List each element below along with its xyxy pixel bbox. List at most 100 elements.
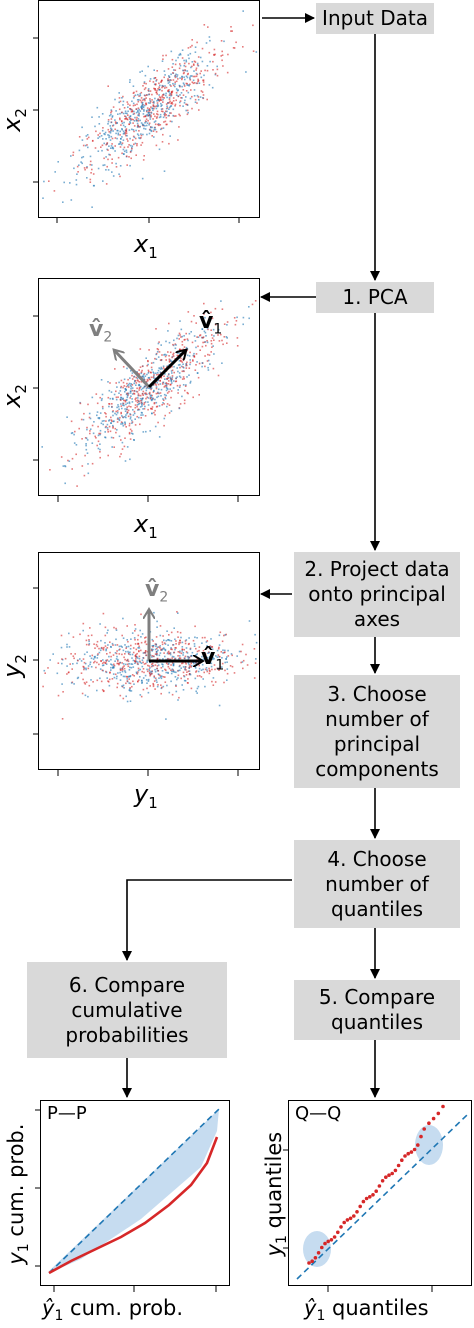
- scatter-point: [87, 463, 89, 465]
- scatter-point: [111, 411, 114, 413]
- scatter-point: [161, 643, 164, 646]
- scatter-point: [143, 651, 146, 654]
- scatter-point: [195, 322, 197, 324]
- scatter-point: [157, 670, 160, 672]
- scatter-point: [115, 652, 118, 655]
- scatter-point: [157, 421, 159, 424]
- scatter-point: [199, 72, 201, 75]
- scatter-point: [97, 447, 100, 450]
- scatter-point: [99, 433, 101, 436]
- scatter-point: [195, 647, 197, 650]
- scatter-point: [132, 680, 134, 683]
- scatter-point: [133, 136, 136, 139]
- scatter-point: [177, 392, 179, 394]
- scatter-point: [139, 348, 142, 350]
- scatter-point: [136, 116, 138, 119]
- scatter-point: [110, 658, 112, 661]
- scatter-point: [123, 667, 126, 670]
- scatter-point: [173, 380, 175, 382]
- scatter-point: [148, 671, 151, 674]
- scatter-point: [114, 660, 116, 662]
- scatter-point: [166, 375, 169, 378]
- scatter-point: [160, 395, 162, 397]
- scatter-point: [191, 107, 193, 110]
- scatter-point: [112, 424, 114, 427]
- scatter-point: [175, 92, 178, 94]
- scatter-point: [110, 655, 112, 658]
- scatter-point: [150, 376, 153, 379]
- scatter-point: [158, 148, 161, 151]
- scatter-point: [137, 394, 139, 397]
- box-compare-cumulative-probabilities: 6. Compare cumulative probabilities: [27, 962, 227, 1058]
- scatter-point: [187, 111, 189, 114]
- scatter-point: [169, 376, 171, 379]
- scatter-point: [123, 107, 126, 109]
- scatter-point: [89, 661, 92, 663]
- qq-point: [342, 1220, 346, 1225]
- scatter-point: [192, 360, 194, 362]
- scatter-point: [189, 673, 192, 676]
- scatter-point: [127, 658, 129, 661]
- scatter-point: [121, 685, 123, 687]
- scatter-point: [99, 443, 101, 445]
- scatter-point: [129, 79, 131, 81]
- scatter-point: [60, 456, 63, 458]
- scatter-point: [119, 661, 121, 664]
- qq-point: [384, 1175, 388, 1179]
- scatter-point: [130, 663, 132, 665]
- scatter-point: [82, 629, 84, 632]
- scatter-point: [164, 355, 167, 358]
- scatter-point: [116, 411, 119, 414]
- scatter-point: [196, 64, 199, 66]
- scatter-point: [170, 396, 172, 399]
- scatter-point: [130, 666, 133, 669]
- scatter-point: [184, 668, 186, 671]
- scatter-point: [122, 386, 124, 389]
- scatter-point: [165, 354, 168, 356]
- scatter-point: [177, 389, 179, 391]
- scatter-point: [125, 129, 127, 132]
- scatter-point: [161, 641, 164, 643]
- scatter-point: [211, 334, 213, 336]
- scatter-point: [129, 458, 131, 461]
- scatter-point: [97, 653, 99, 655]
- scatter-point: [134, 406, 137, 409]
- scatter-point: [185, 367, 188, 369]
- scatter-point: [189, 664, 191, 667]
- scatter-point: [180, 360, 182, 362]
- scatter-point: [69, 663, 71, 665]
- scatter-point: [150, 106, 152, 108]
- scatter-point: [132, 659, 135, 662]
- scatter-point: [111, 642, 114, 645]
- scatter-point: [128, 156, 130, 158]
- scatter-point: [179, 655, 181, 657]
- scatter-point: [105, 138, 107, 140]
- scatter-point: [147, 372, 150, 374]
- scatter-point: [104, 431, 106, 433]
- scatter-point: [142, 85, 144, 87]
- scatter-point: [117, 662, 119, 665]
- scatter-point: [102, 127, 104, 129]
- scatter-point: [85, 668, 87, 671]
- scatter-point: [208, 51, 211, 54]
- scatter-point: [172, 644, 175, 646]
- scatter-point: [134, 424, 137, 426]
- scatter-point: [91, 424, 94, 427]
- scatter-point: [98, 432, 100, 435]
- scatter-point: [189, 77, 191, 80]
- scatter-point: [154, 357, 156, 360]
- scatter-point: [115, 166, 118, 168]
- scatter-point: [131, 389, 134, 392]
- scatter-point: [155, 401, 158, 404]
- scatter-point: [66, 673, 68, 675]
- scatter-point: [137, 118, 140, 120]
- scatter-point: [130, 406, 132, 408]
- scatter-point: [163, 97, 165, 99]
- scatter-point: [151, 93, 153, 96]
- scatter-point: [130, 370, 132, 372]
- qq-point: [329, 1238, 334, 1242]
- scatter-point: [146, 670, 149, 673]
- scatter-point: [158, 99, 160, 101]
- scatter-point: [119, 130, 121, 133]
- scatter-point: [177, 364, 180, 366]
